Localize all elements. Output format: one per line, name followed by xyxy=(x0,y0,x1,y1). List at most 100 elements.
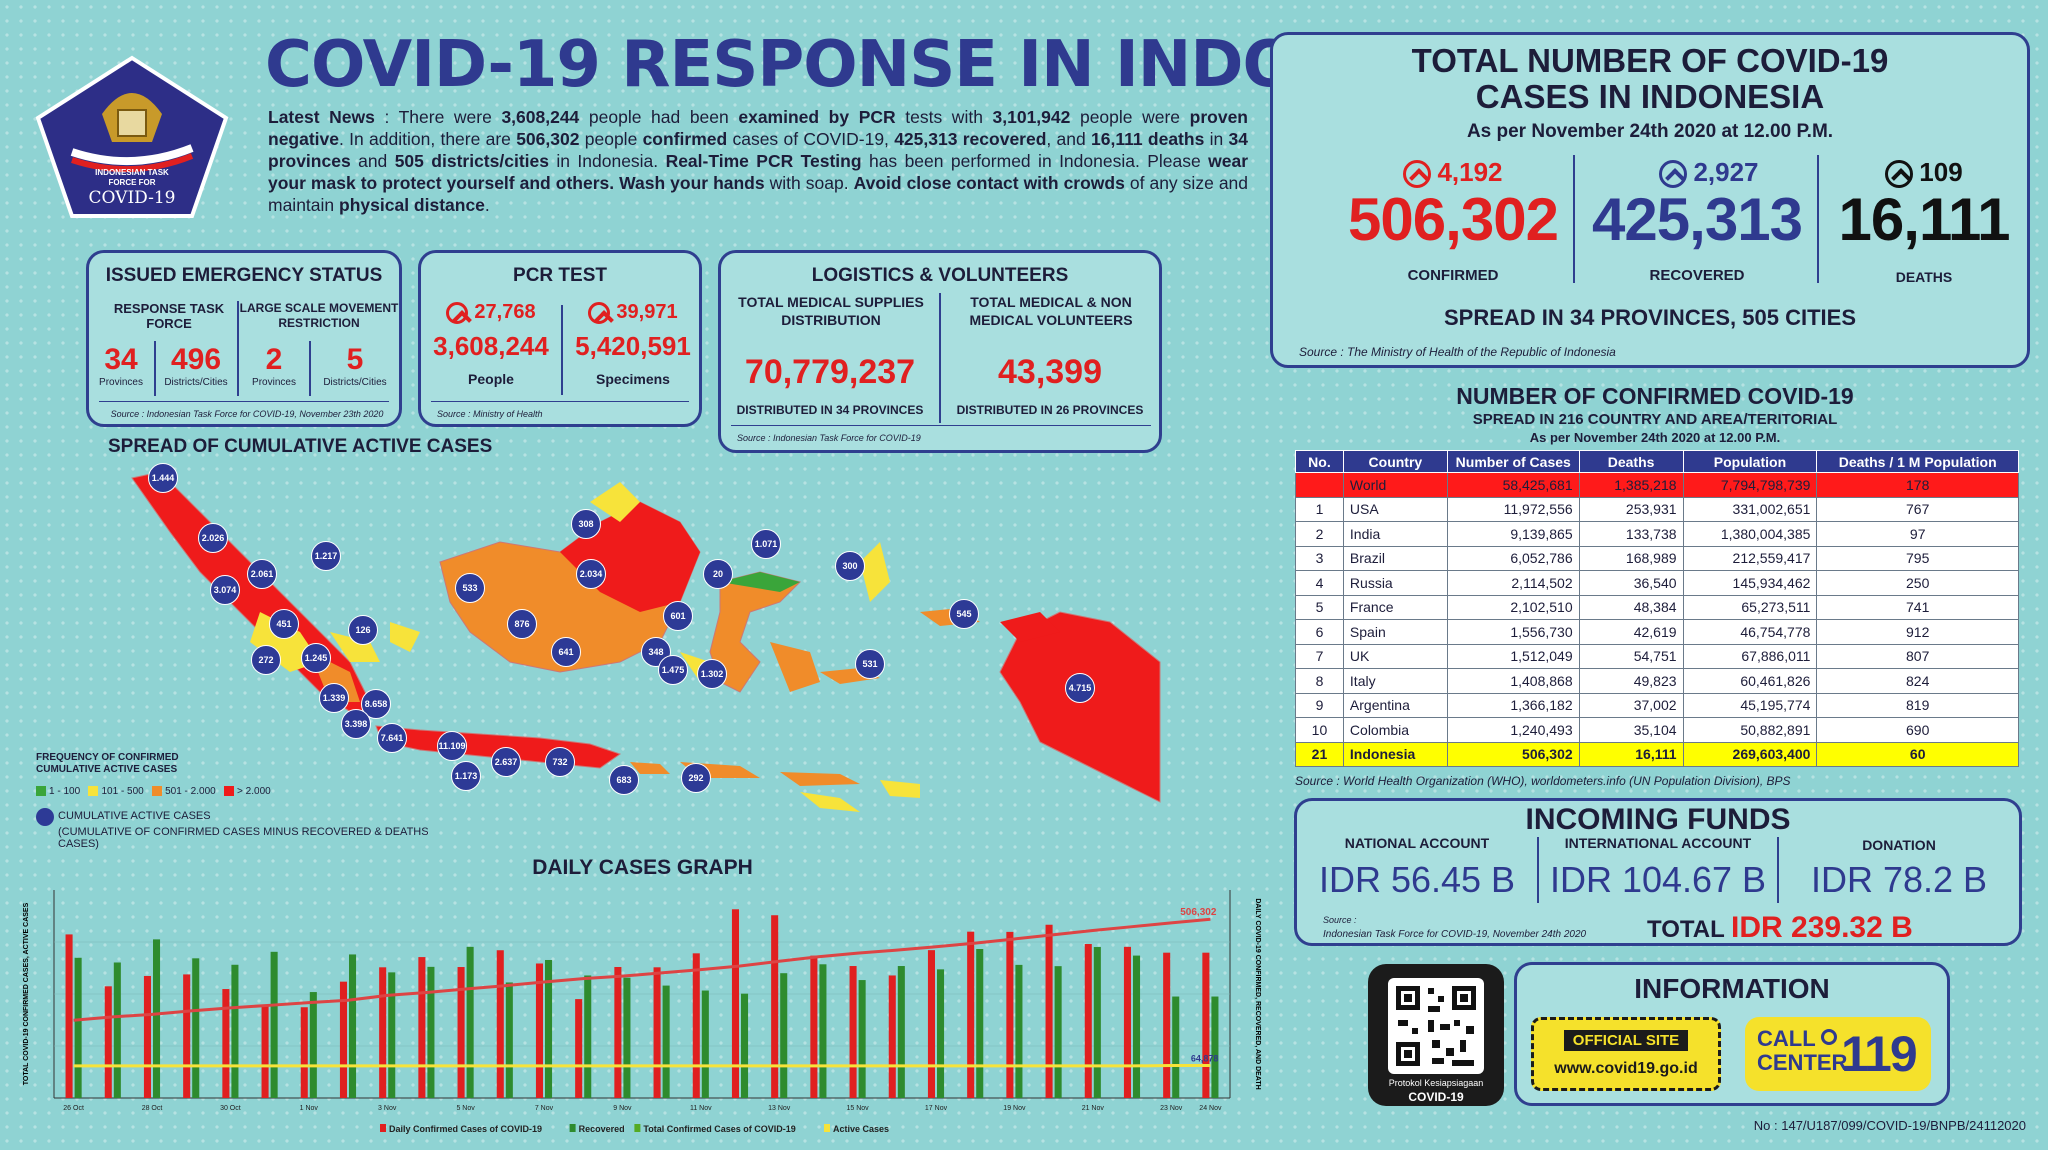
y-axis-title-left: TOTAL COVID-19 CONFIRMED CASES, ACTIVE C… xyxy=(23,902,30,1085)
pcr-specimens-label: Specimens xyxy=(596,371,670,387)
map-bubble: 1.302 xyxy=(697,659,727,689)
map-bubble: 1.217 xyxy=(311,541,341,571)
info-title: INFORMATION xyxy=(1634,973,1830,1004)
recovered-bar xyxy=(1133,955,1141,1098)
recovered-bar xyxy=(309,992,317,1098)
recovered-bar xyxy=(662,985,670,1098)
news-part: Real-Time PCR Testing xyxy=(665,151,862,171)
call-center-button[interactable]: CALL CENTER 119 xyxy=(1745,1017,1931,1091)
daily-confirmed-bar xyxy=(731,909,739,1098)
daily-confirmed-bar xyxy=(143,975,151,1098)
confirmed-total: 506,302 xyxy=(1348,186,1559,253)
daily-confirmed-bar xyxy=(222,989,230,1098)
map-bubble: 1.339 xyxy=(319,683,349,713)
legend-label: Daily Confirmed Cases of COVID-19 xyxy=(389,1124,542,1134)
news-part: , and xyxy=(1046,129,1092,149)
table-cell: 3 xyxy=(1295,545,1344,571)
daily-confirmed-bar xyxy=(810,955,818,1098)
legend-label: Active Cases xyxy=(833,1124,889,1134)
news-part: 34 provinces xyxy=(268,129,1248,171)
table-cell: 21 xyxy=(1295,741,1344,767)
news-part: in xyxy=(1204,129,1229,149)
table-cell: World xyxy=(1342,472,1448,498)
funds-source-2: Indonesian Task Force for COVID-19, Nove… xyxy=(1323,929,1587,940)
daily-confirmed-bar xyxy=(183,974,191,1098)
legend-swatch xyxy=(824,1124,830,1132)
totals-title-1: TOTAL NUMBER OF COVID-19 xyxy=(1411,42,1889,79)
bubble-legend: CUMULATIVE ACTIVE CASES xyxy=(58,810,211,822)
map-bubble: 11.109 xyxy=(437,731,467,761)
th-no: No. xyxy=(1295,450,1344,473)
recovered-increase: 2,927 xyxy=(1693,157,1759,187)
recovered-bar xyxy=(897,966,905,1098)
table-row: World 58,425,681 1,385,218 7,794,798,739 178 xyxy=(1295,472,2019,498)
official-site-link[interactable]: OFFICIAL SITE www.covid19.go.id xyxy=(1531,1017,1721,1091)
totals-source: Source : The Ministry of Health of the R… xyxy=(1299,345,1616,359)
pcr-people: 3,608,244 xyxy=(433,331,549,361)
garuda-emblem-icon xyxy=(35,55,229,218)
information-box: INFORMATION OFFICIAL SITE www.covid19.go… xyxy=(1514,962,1950,1106)
table-row: 4 Russia 2,114,502 36,540 145,934,462 250 xyxy=(1295,570,2019,596)
official-site-url: www.covid19.go.id xyxy=(1554,1060,1698,1077)
legend-item: 101 - 500 xyxy=(101,786,144,797)
table-cell: 10 xyxy=(1295,717,1344,743)
recovered-bar xyxy=(153,939,161,1098)
th-deaths-per-million: Deaths / 1 M Population xyxy=(1816,450,2019,473)
map-bubble: 2.637 xyxy=(491,747,521,777)
recovered-bar xyxy=(976,949,984,1098)
deaths-label: DEATHS xyxy=(1895,269,1953,285)
news-part: 3,608,244 xyxy=(501,107,580,127)
table-cell: Indonesia xyxy=(1342,741,1448,767)
table-cell: 1,512,049 xyxy=(1446,643,1580,669)
map-bubble: 876 xyxy=(507,609,537,639)
table-cell: USA xyxy=(1342,496,1448,522)
table-cell: 145,934,462 xyxy=(1682,570,1818,596)
total-label: TOTAL xyxy=(1647,916,1725,943)
table-cell: 912 xyxy=(1816,619,2019,645)
qr-card[interactable]: Protokol Kesiapsiagaan COVID-19 xyxy=(1368,964,1504,1106)
movement-restriction-label: LARGE SCALE MOVEMENT RESTRICTION xyxy=(239,301,399,330)
emergency-status-box: ISSUED EMERGENCY STATUS RESPONSE TASK FO… xyxy=(86,250,402,427)
deaths-increase: 109 xyxy=(1919,157,1963,187)
recovered-bar xyxy=(858,980,866,1098)
legend-item: 1 - 100 xyxy=(49,786,81,797)
legend-item: > 2.000 xyxy=(237,786,271,797)
x-tick-label: 19 Nov xyxy=(1003,1105,1026,1112)
table-row: 10 Colombia 1,240,493 35,104 50,882,891 690 xyxy=(1295,717,2019,743)
task-force-provinces: 34 xyxy=(104,343,138,376)
map-bubble: 1.071 xyxy=(751,529,781,559)
incoming-funds-box: INCOMING FUNDS NATIONAL ACCOUNT IDR 56.4… xyxy=(1294,798,2022,946)
spread-text: SPREAD IN 34 PROVINCES, 505 CITIES xyxy=(1443,305,1857,330)
recovered-bar xyxy=(1211,996,1219,1098)
table-row: 1 USA 11,972,556 253,931 331,002,651 767 xyxy=(1295,496,2019,522)
x-tick-label: 11 Nov xyxy=(690,1105,712,1112)
recovered-bar xyxy=(741,993,749,1098)
chart-plot: 26 Oct 28 Oct 30 Oct 1 Nov 3 Nov 5 Nov 7 Nov 9 … xyxy=(23,890,1261,1134)
table-cell: 6,052,786 xyxy=(1446,545,1580,571)
th-country: Country xyxy=(1342,450,1448,473)
table-cell: 9,139,865 xyxy=(1446,521,1580,547)
table-cell: 67,886,011 xyxy=(1682,643,1818,669)
news-part: with soap. xyxy=(764,173,854,193)
daily-confirmed-bar xyxy=(888,975,896,1098)
x-tick-label: 21 Nov xyxy=(1082,1105,1105,1112)
table-cell: 741 xyxy=(1816,594,2019,620)
daily-confirmed-bar xyxy=(300,1007,308,1098)
daily-cases-chart: DAILY CASES GRAPH 26 Oct 28 Oct 30 Oct 1 No… xyxy=(20,854,1265,1150)
recovered-bar xyxy=(192,958,200,1098)
table-row: 9 Argentina 1,366,182 37,002 45,195,774 819 xyxy=(1295,692,2019,718)
page-title: COVID-19 RESPONSE IN INDONESIA xyxy=(265,28,1509,102)
table-cell: 269,603,400 xyxy=(1682,741,1818,767)
map-bubble: 641 xyxy=(551,637,581,667)
table-cell: 178 xyxy=(1816,472,2019,498)
logistics-source: Source : Indonesian Task Force for COVID… xyxy=(737,433,921,443)
news-part: . In addition, there are xyxy=(339,129,517,149)
increase-icon xyxy=(588,301,611,324)
totals-title-2: CASES IN INDONESIA xyxy=(1475,78,1825,115)
map-bubble: 300 xyxy=(835,551,865,581)
news-part: 3,101,942 xyxy=(992,107,1071,127)
recovered-bar xyxy=(937,969,945,1098)
daily-confirmed-bar xyxy=(104,986,112,1098)
table-cell: 58,425,681 xyxy=(1446,472,1580,498)
table-row: 7 UK 1,512,049 54,751 67,886,011 807 xyxy=(1295,643,2019,669)
